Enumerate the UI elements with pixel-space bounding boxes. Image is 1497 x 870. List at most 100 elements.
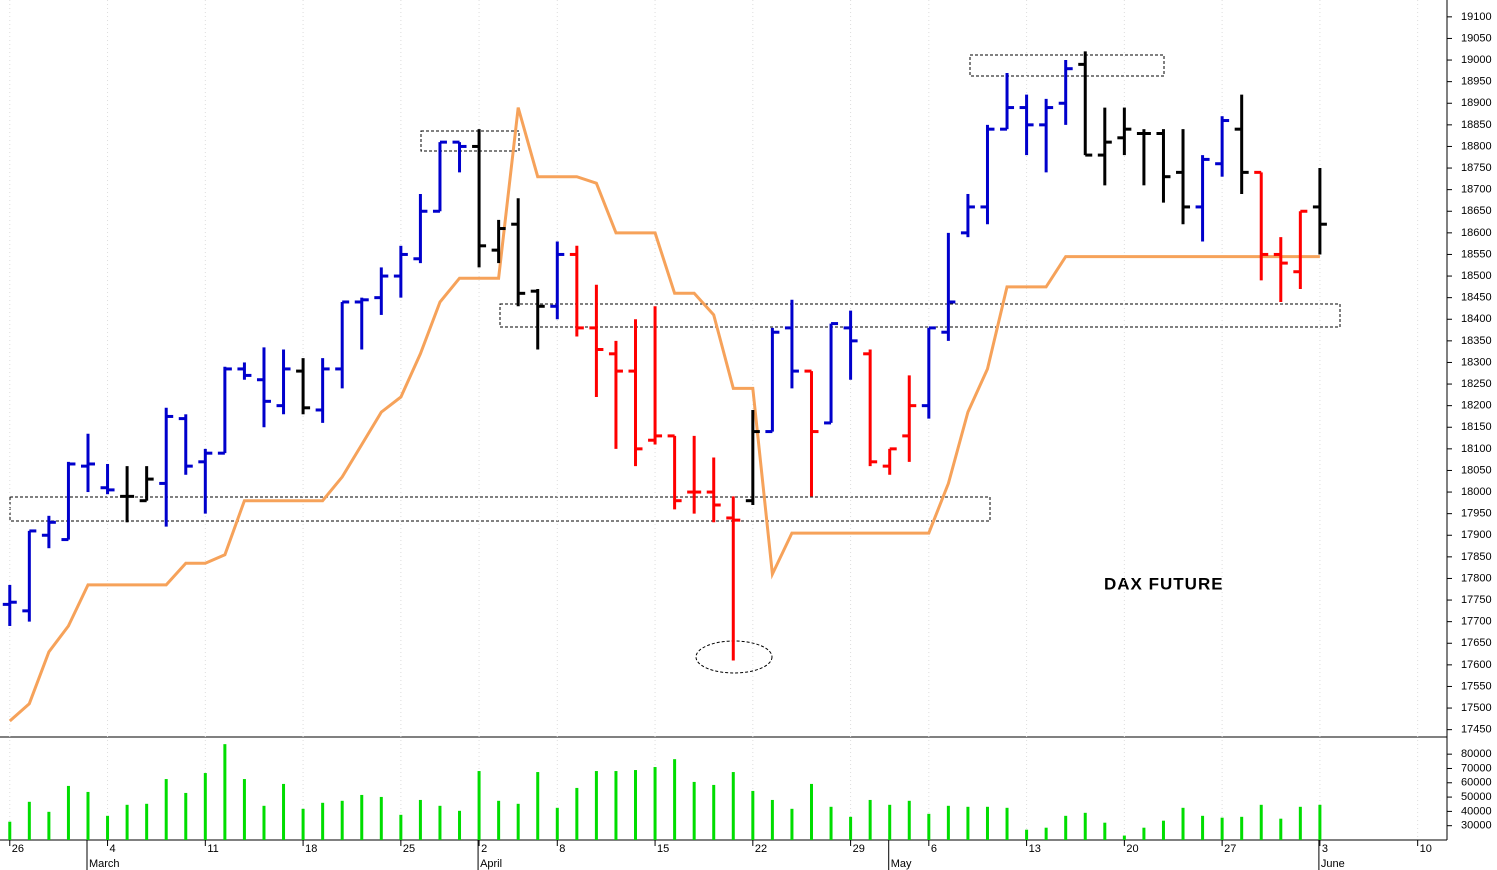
y-tick-label: 17800	[1461, 572, 1492, 584]
y-tick-label: 17950	[1461, 508, 1492, 520]
volume-bar	[1181, 807, 1185, 840]
x-tick-label: 11	[207, 843, 218, 855]
y-tick-label: 18150	[1461, 421, 1492, 433]
y-tick-label: 70000	[1461, 762, 1492, 774]
volume-bar	[770, 799, 774, 840]
y-tick-label: 18750	[1461, 162, 1492, 174]
volume-bar	[555, 807, 559, 840]
volume-bar	[438, 805, 442, 840]
y-tick-label: 19100	[1461, 11, 1492, 23]
y-tick-label: 18950	[1461, 76, 1492, 88]
y-tick-label: 30000	[1461, 820, 1492, 832]
volume-bar	[849, 816, 853, 840]
volume-bar	[282, 783, 286, 840]
volume-bar	[242, 779, 246, 840]
y-tick-label: 18900	[1461, 97, 1492, 109]
volume-bar	[594, 771, 598, 840]
y-tick-label: 18800	[1461, 140, 1492, 152]
volume-bar	[1083, 812, 1087, 840]
month-label: May	[891, 858, 912, 870]
volume-bar	[301, 808, 305, 840]
y-tick-label: 17750	[1461, 594, 1492, 606]
x-tick-label: 18	[305, 843, 317, 855]
x-tick-label: 22	[755, 843, 767, 855]
y-tick-label: 17900	[1461, 529, 1492, 541]
volume-bar	[1103, 822, 1107, 840]
x-tick-label: 2	[481, 843, 487, 855]
y-tick-label: 18050	[1461, 464, 1492, 476]
y-tick-label: 18450	[1461, 292, 1492, 304]
x-tick-label: 27	[1224, 843, 1236, 855]
volume-bar	[379, 796, 383, 840]
y-tick-label: 18100	[1461, 443, 1492, 455]
volume-bar	[203, 773, 207, 840]
volume-bar	[575, 787, 579, 840]
y-tick-label: 18550	[1461, 248, 1492, 260]
volume-bar	[164, 779, 168, 840]
volume-bar	[125, 804, 129, 840]
y-tick-label: 17500	[1461, 702, 1492, 714]
volume-bar	[868, 799, 872, 840]
y-tick-label: 40000	[1461, 805, 1492, 817]
volume-bar	[1064, 815, 1068, 840]
volume-bar	[66, 785, 70, 840]
volume-bar	[1142, 827, 1146, 840]
y-tick-label: 80000	[1461, 748, 1492, 760]
volume-bar	[1220, 817, 1224, 840]
volume-bar	[477, 771, 481, 840]
volume-bar	[497, 800, 501, 840]
x-tick-label: 8	[559, 843, 565, 855]
volume-bar	[712, 784, 716, 840]
y-tick-label: 18400	[1461, 313, 1492, 325]
volume-bar	[1005, 807, 1009, 840]
volume-bar	[86, 791, 90, 840]
volume-bar	[223, 744, 227, 840]
volume-bar	[751, 790, 755, 840]
x-tick-label: 13	[1029, 843, 1041, 855]
volume-bar	[653, 767, 657, 840]
stop-line	[8, 107, 1320, 723]
volume-bar	[106, 815, 110, 840]
volume-bar	[829, 806, 833, 840]
volume-bar	[614, 771, 618, 840]
annotation: DAX FUTURE	[1104, 574, 1224, 593]
volume-bar	[888, 804, 892, 840]
y-tick-label: 18250	[1461, 378, 1492, 390]
volume-bar	[418, 799, 422, 840]
volume-bar	[673, 759, 677, 840]
y-tick-label: 17600	[1461, 659, 1492, 671]
y-tick-label: 18350	[1461, 335, 1492, 347]
volume-bar	[790, 808, 794, 840]
y-tick-label: 18500	[1461, 270, 1492, 282]
x-tick-label: 15	[657, 843, 669, 855]
volume-bar	[946, 805, 950, 840]
y-tick-label: 18200	[1461, 400, 1492, 412]
volume-bar	[340, 800, 344, 840]
volume-bar	[536, 772, 540, 840]
volume-bar	[516, 803, 520, 840]
y-tick-label: 18600	[1461, 227, 1492, 239]
volume-bar	[1279, 818, 1283, 840]
y-tick-label: 19050	[1461, 32, 1492, 44]
volume-bar	[1318, 804, 1322, 840]
y-tick-label: 17650	[1461, 637, 1492, 649]
volume-bar	[1298, 806, 1302, 840]
volume-bar	[145, 803, 149, 840]
x-tick-label: 6	[931, 843, 937, 855]
volume-bar	[27, 801, 31, 840]
volume-bar	[360, 794, 364, 840]
volume-bar	[1161, 820, 1165, 840]
y-tick-label: 18850	[1461, 119, 1492, 131]
y-tick-label: 19000	[1461, 54, 1492, 66]
y-tick-label: 60000	[1461, 777, 1492, 789]
y-tick-label: 50000	[1461, 791, 1492, 803]
volume-bar	[8, 821, 12, 840]
volume-bar	[458, 810, 462, 840]
volume-bar	[692, 781, 696, 840]
x-tick-label: 26	[12, 843, 24, 855]
x-tick-label: 4	[110, 843, 116, 855]
x-tick-label: 10	[1420, 843, 1432, 855]
y-tick-label: 17850	[1461, 551, 1492, 563]
